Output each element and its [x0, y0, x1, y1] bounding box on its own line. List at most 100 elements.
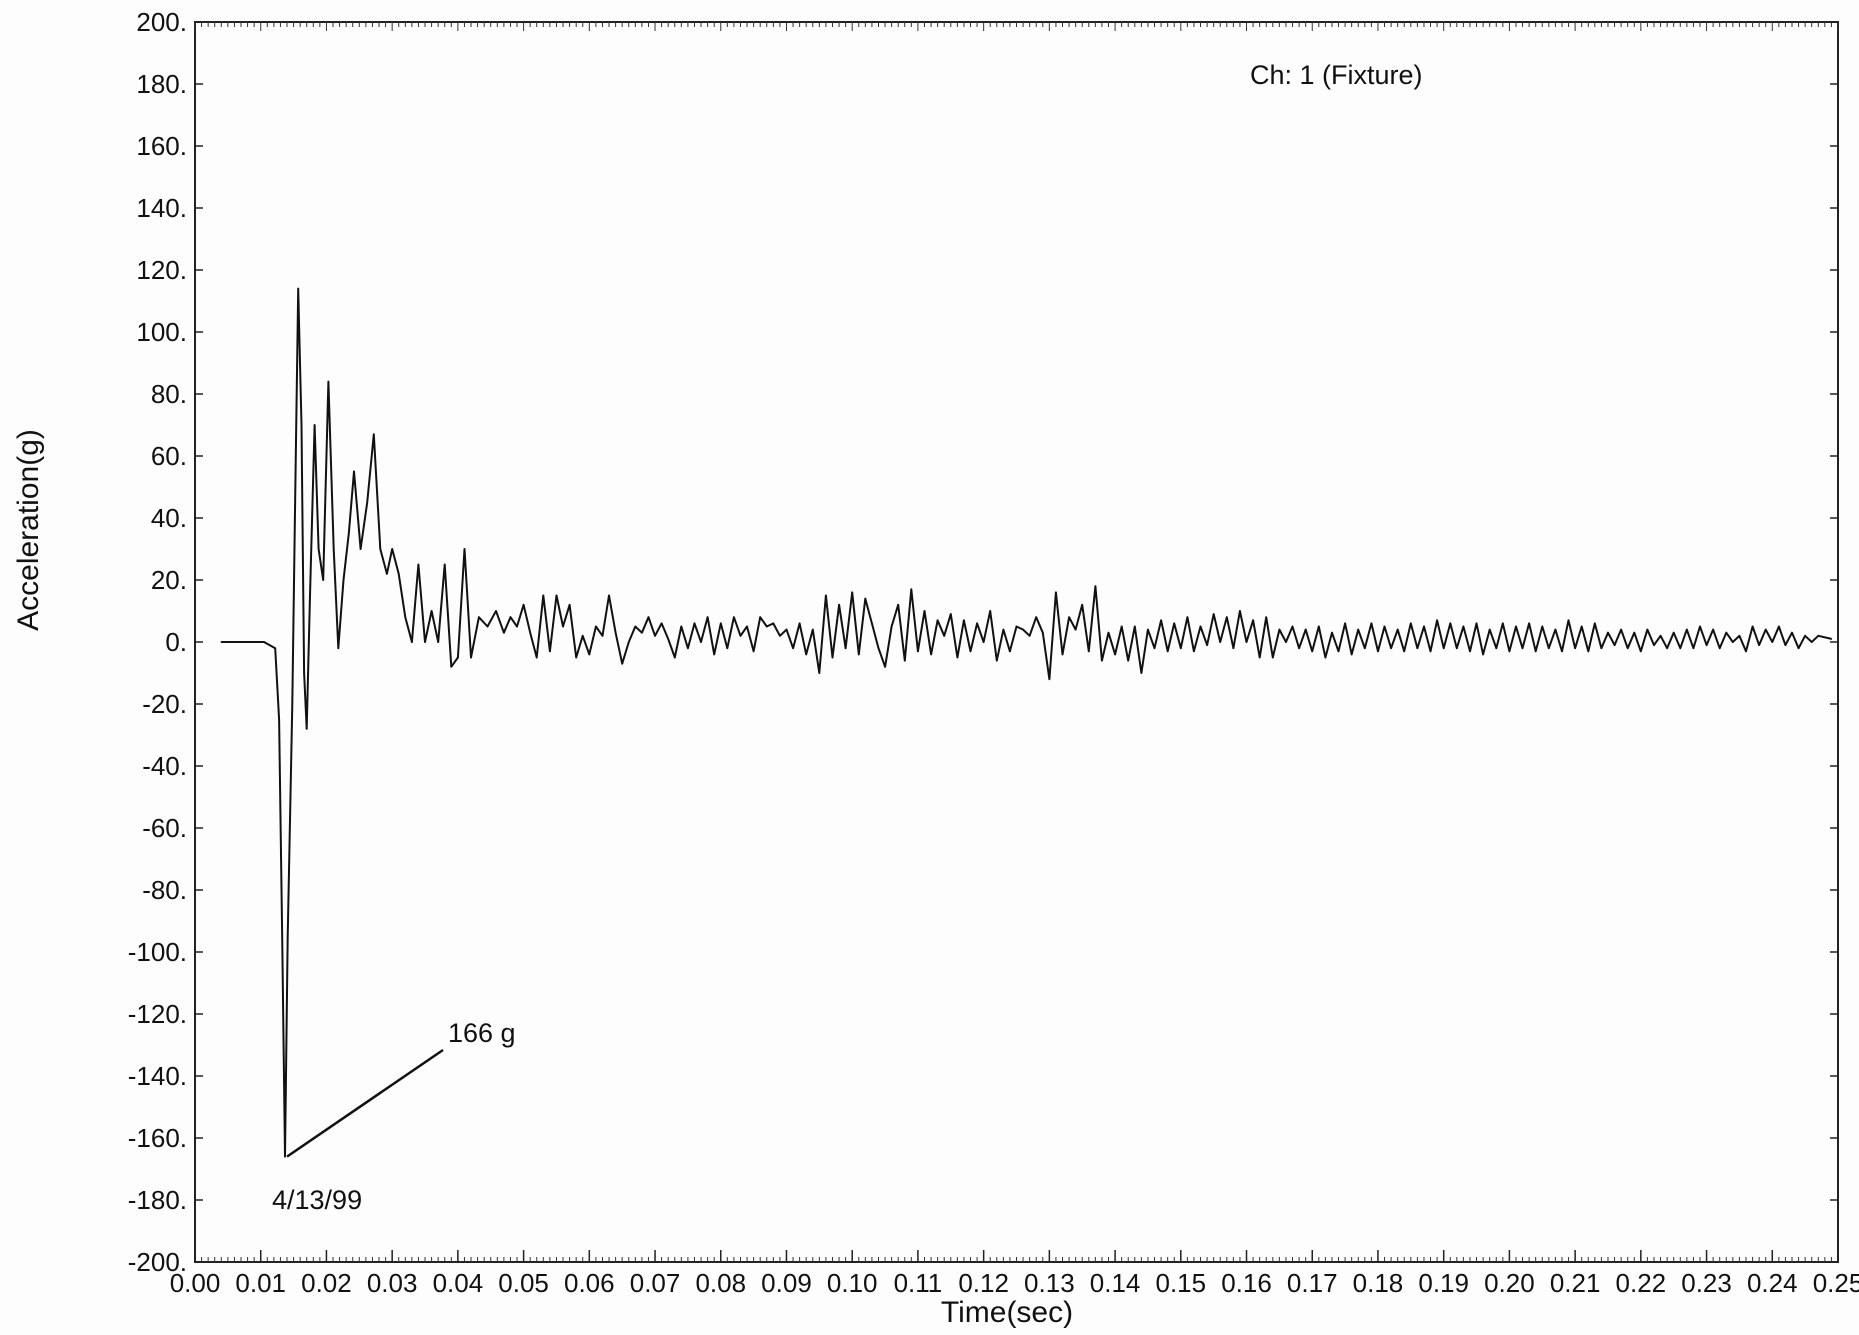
data-point [1653, 644, 1655, 646]
y-tick-label: 60. [151, 441, 187, 471]
data-point [1705, 644, 1708, 646]
data-point [535, 656, 538, 659]
data-point [1567, 619, 1570, 622]
data-point [529, 631, 531, 634]
data-point [1127, 659, 1129, 662]
x-tick-label: 0.10 [827, 1268, 878, 1298]
data-point [1738, 635, 1741, 637]
data-point [818, 672, 821, 674]
data-point [1548, 647, 1550, 649]
data-point [792, 647, 794, 649]
data-point [313, 424, 316, 426]
data-point [1469, 650, 1471, 653]
data-point [1495, 647, 1498, 649]
data-point [1534, 650, 1537, 653]
data-point [1804, 635, 1806, 637]
data-point [278, 718, 280, 721]
y-tick-label: -160. [128, 1123, 187, 1153]
data-point [989, 610, 991, 612]
peak-leader-line [286, 1048, 444, 1158]
data-point [1686, 628, 1688, 631]
data-point [1042, 631, 1044, 634]
data-point [851, 591, 853, 594]
data-point [379, 548, 382, 550]
data-point [297, 287, 300, 290]
data-point [1140, 672, 1143, 674]
data-point [284, 1155, 286, 1158]
data-point [478, 616, 480, 618]
data-point [976, 622, 978, 625]
data-point [746, 625, 748, 628]
x-tick-label: 0.05 [498, 1268, 549, 1298]
data-point [1272, 656, 1274, 659]
data-point [1278, 628, 1281, 631]
x-tick-label: 0.12 [958, 1268, 1009, 1298]
data-point [300, 424, 303, 426]
data-point [779, 635, 781, 637]
data-point [1488, 628, 1491, 631]
x-tick-label: 0.19 [1418, 1268, 1469, 1298]
data-point [274, 647, 277, 649]
x-tick-label: 0.17 [1287, 1268, 1338, 1298]
x-tick-label: 0.03 [367, 1268, 418, 1298]
data-point [332, 548, 335, 550]
data-point [1732, 641, 1734, 643]
data-point [1561, 650, 1563, 653]
x-tick-label: 0.22 [1616, 1268, 1667, 1298]
data-point [1456, 647, 1458, 649]
data-point [1166, 650, 1169, 653]
data-point [1094, 585, 1097, 587]
channel-label: Ch: 1 (Fixture) [1250, 60, 1423, 90]
data-point [1423, 625, 1425, 628]
data-point [1607, 631, 1609, 634]
x-tick-label: 0.13 [1024, 1268, 1075, 1298]
data-point [1258, 656, 1261, 659]
data-point [1291, 625, 1294, 628]
data-point [1337, 650, 1340, 653]
data-point [1587, 650, 1590, 653]
data-point [373, 433, 375, 436]
data-point [1410, 622, 1412, 625]
x-tick-label: 0.21 [1550, 1268, 1601, 1298]
data-point [1035, 616, 1037, 618]
data-point [647, 616, 650, 618]
data-point [693, 622, 696, 625]
plot-border [194, 21, 1839, 1263]
data-point [923, 610, 926, 612]
data-point [1364, 647, 1366, 649]
data-point [1521, 647, 1524, 649]
data-point [713, 653, 715, 656]
data-point [1462, 625, 1465, 628]
data-point [581, 635, 584, 637]
data-point [1508, 650, 1511, 653]
data-point [359, 548, 362, 550]
data-point [844, 647, 847, 649]
data-point [1160, 619, 1162, 622]
data-point [1370, 622, 1373, 625]
data-point [1350, 653, 1353, 656]
data-point [1791, 631, 1793, 634]
data-point [1810, 641, 1813, 643]
x-tick-label: 0.04 [433, 1268, 484, 1298]
data-point [1212, 613, 1215, 615]
x-tick-label: 0.11 [894, 1268, 943, 1298]
x-tick-label: 0.16 [1221, 1268, 1272, 1298]
data-point [1107, 631, 1110, 634]
data-point [317, 548, 320, 550]
data-point [1797, 647, 1800, 649]
data-point [342, 579, 345, 581]
data-point [897, 604, 899, 606]
data-point [739, 635, 742, 637]
data-point [1778, 625, 1780, 628]
data-point [450, 666, 453, 668]
data-point [660, 622, 663, 625]
data-point [1515, 625, 1517, 628]
data-point [628, 641, 630, 643]
data-point [996, 659, 998, 662]
data-point [1180, 647, 1182, 649]
data-point [1699, 625, 1701, 628]
data-point [963, 619, 965, 622]
data-point [1403, 650, 1405, 653]
data-point [917, 650, 919, 653]
